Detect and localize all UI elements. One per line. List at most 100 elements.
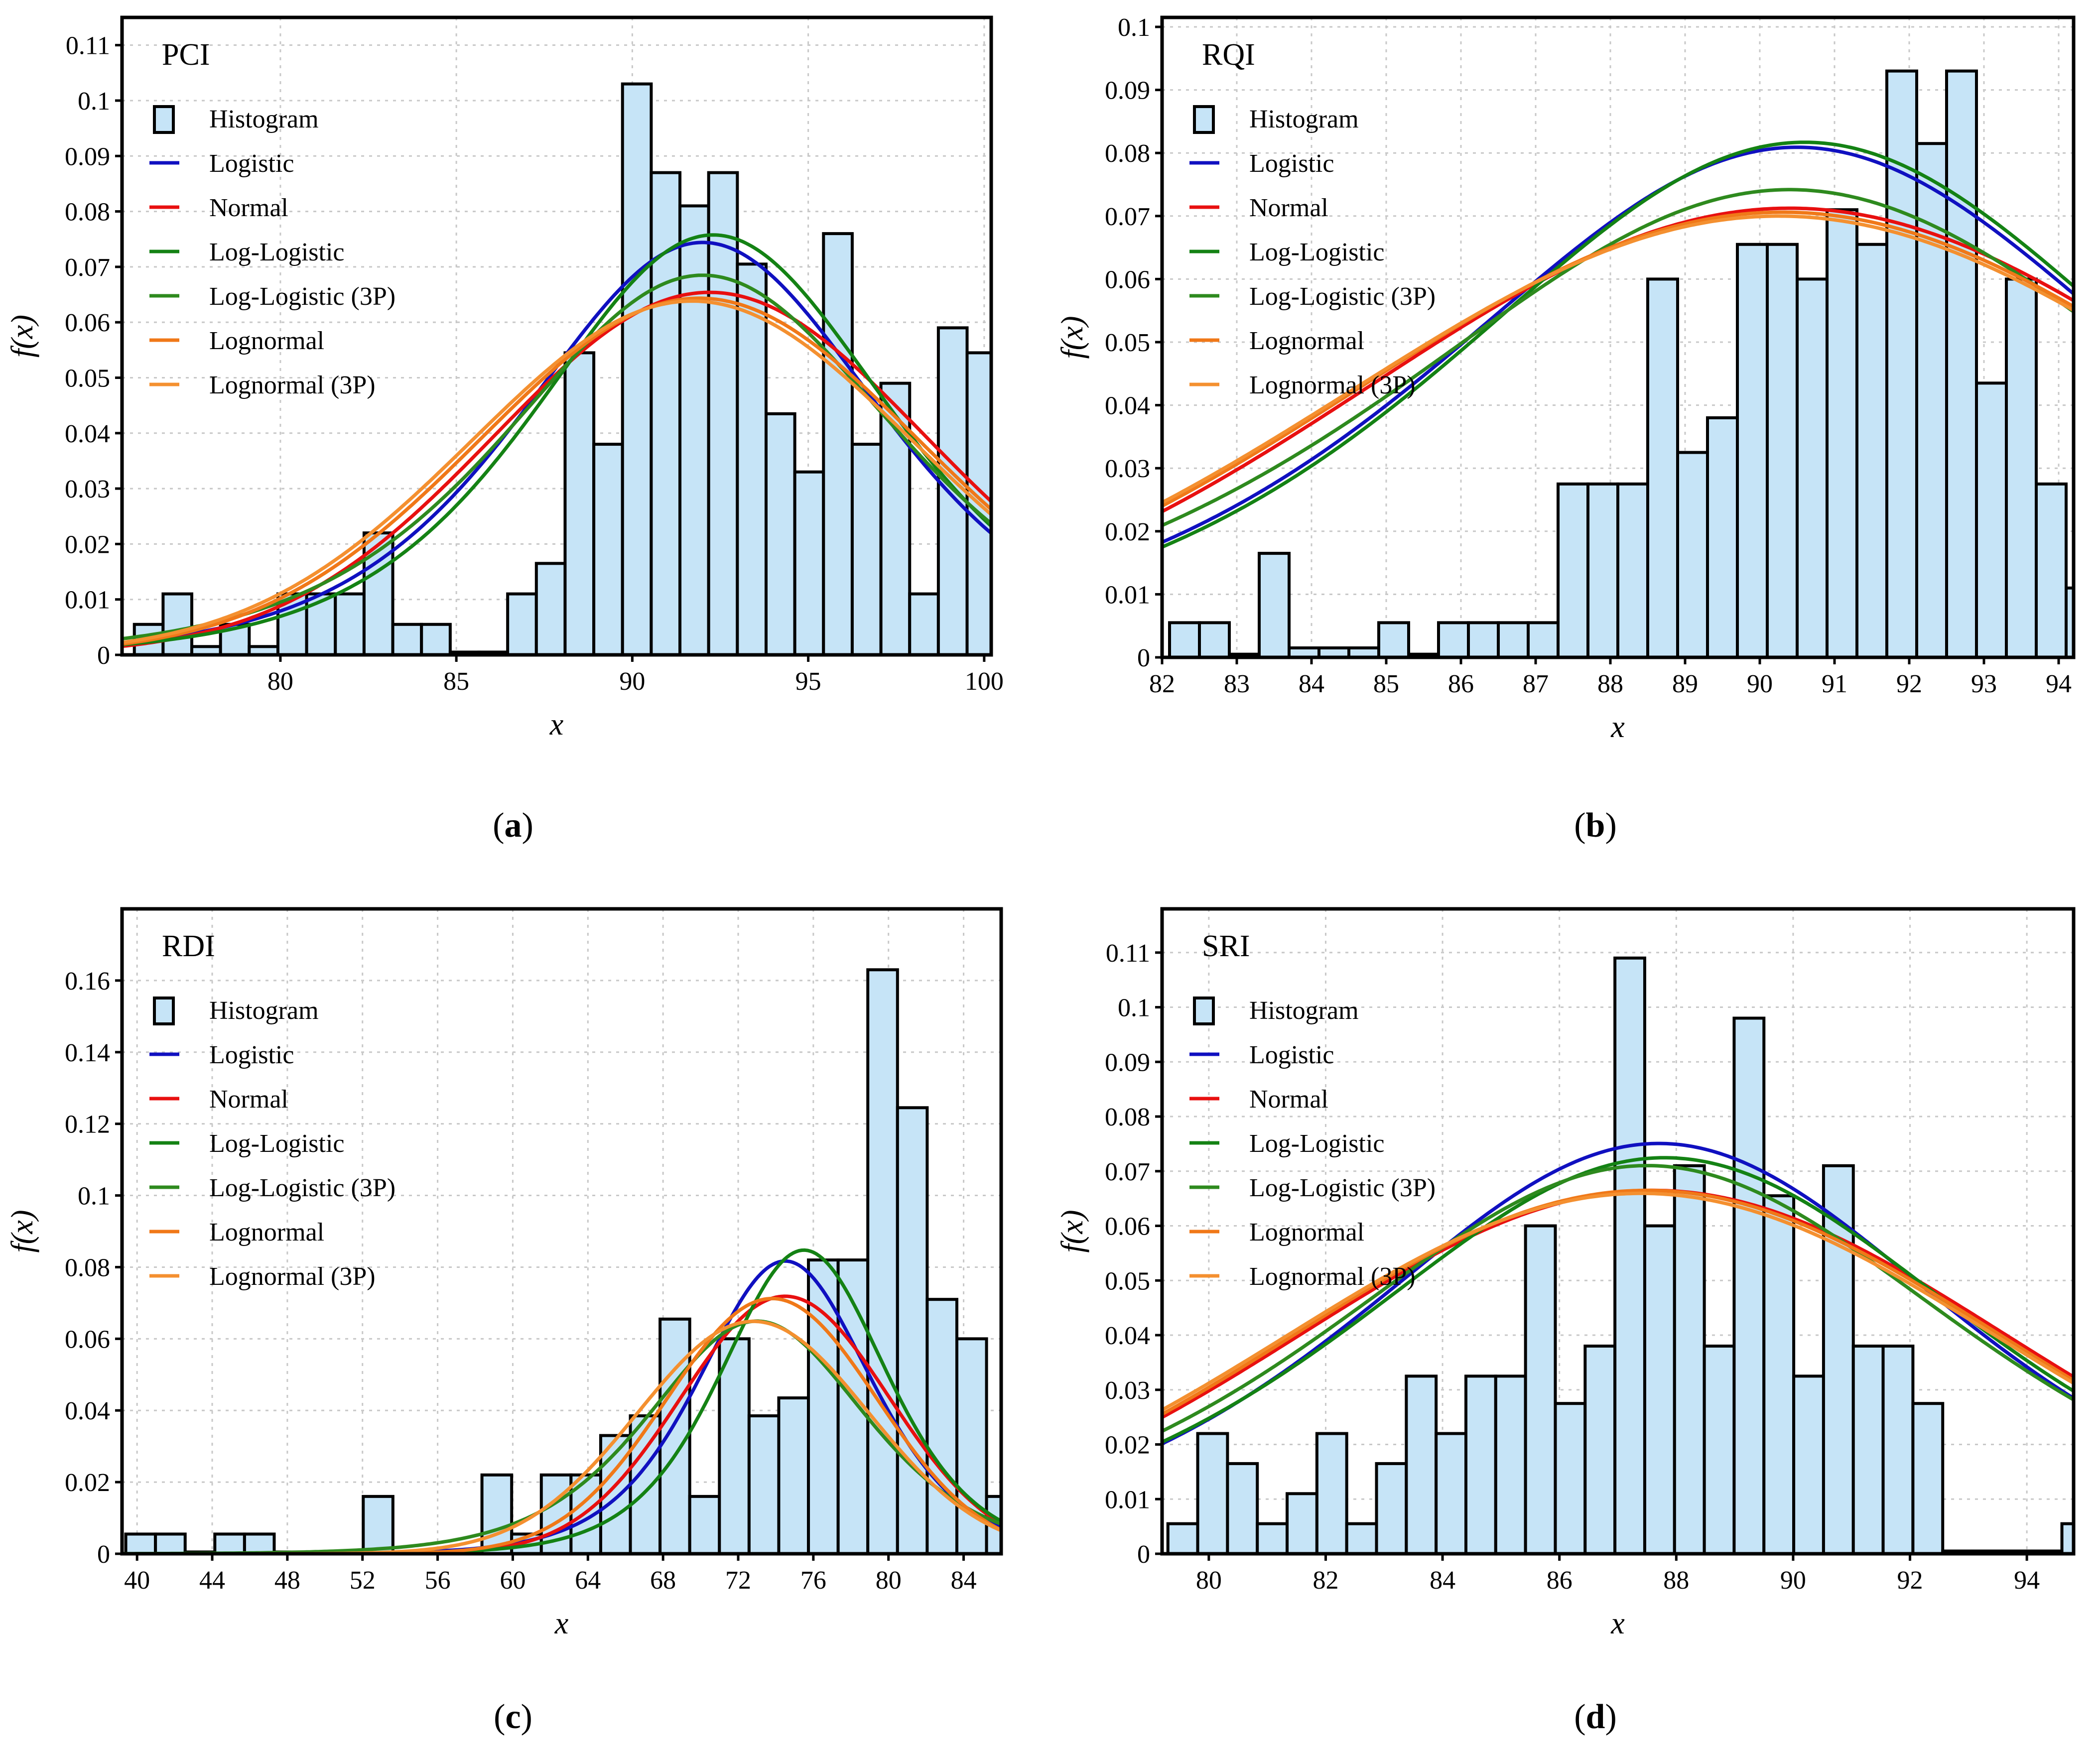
x-tick-label: 82 (1149, 670, 1175, 698)
x-tick-label: 84 (1299, 670, 1324, 698)
y-tick-label: 0 (1137, 1540, 1150, 1569)
y-tick-label: 0.1 (78, 1182, 110, 1211)
x-tick-label: 64 (575, 1566, 601, 1595)
x-axis: 40 44 48 52 56 60 64 68 72 76 80 84 (124, 1554, 977, 1595)
legend-entry-label: Logistic (209, 1041, 294, 1069)
y-tick-label: 0.05 (1105, 329, 1150, 357)
legend-entry-label: Lognormal (1249, 327, 1364, 355)
x-tick-label: 92 (1897, 1566, 1923, 1595)
histogram-bar (736, 262, 768, 655)
y-axis: 0 0.02 0.04 0.06 0.08 0.1 0.12 0.14 0.16 (65, 967, 122, 1569)
x-tick-label: 82 (1312, 1566, 1338, 1595)
y-tick-label: 0.06 (1105, 1213, 1150, 1241)
panel-d: 80 82 84 86 88 90 92 94 0 0.01 0.02 0.03 0.04 0.05 0.0… (1055, 907, 2076, 1736)
x-axis: 82 83 84 85 86 87 88 89 90 91 92 93 94 (1149, 657, 2072, 698)
histogram-bar (822, 232, 854, 655)
y-tick-label: 0.14 (65, 1039, 110, 1067)
panel-caption: (d) (1574, 1698, 1617, 1736)
x-tick-label: 85 (1373, 670, 1399, 698)
x-tick-label: 40 (124, 1566, 150, 1595)
y-tick-label: 0.03 (65, 475, 110, 503)
curve-lognormal (122, 296, 991, 646)
histogram-bar (936, 326, 969, 655)
curve-lognormal-3p (122, 299, 991, 644)
histogram-bar (1168, 621, 1201, 657)
x-tick-label: 90 (1780, 1566, 1806, 1595)
histogram-bar (1435, 1432, 1468, 1554)
panel-a: 80 85 90 95 100 0 0.01 0.02 0.03 0.04 0.05 0.06 0.07… (5, 15, 1004, 845)
x-tick-label: 93 (1971, 670, 1997, 698)
histogram-bar (1377, 621, 1410, 657)
legend-entry-label: Lognormal (3P) (209, 1262, 376, 1291)
histogram-bar (563, 351, 596, 655)
legend-entry-label: Histogram (209, 105, 319, 133)
histogram-bar (534, 562, 567, 655)
x-tick-label: 80 (1196, 1566, 1222, 1595)
y-tick-label: 0.09 (1105, 1048, 1150, 1077)
x-tick-label: 94 (2014, 1566, 2040, 1595)
legend: Histogram Logistic Normal Log-Logistic Log-L… (149, 105, 395, 399)
y-tick-label: 0.07 (1105, 1158, 1150, 1186)
histogram-bar (1586, 482, 1619, 657)
histogram-bar (718, 1337, 751, 1554)
plot-frame (1160, 15, 2076, 659)
x-tick-label: 56 (425, 1566, 451, 1595)
panel-label: RQI (1202, 38, 1255, 72)
y-tick-label: 0.02 (65, 1469, 110, 1497)
legend-entry-label: Normal (209, 194, 288, 222)
x-tick-label: 80 (267, 667, 293, 696)
curve-log-logistic (122, 233, 991, 646)
histogram-bar (1792, 1374, 1825, 1554)
fitted-curves (1162, 1141, 2074, 1446)
y-tick-label: 0.03 (1105, 455, 1150, 483)
histogram-bar (362, 1495, 394, 1554)
legend-entry-label: Logistic (1249, 1041, 1334, 1069)
histogram-bar (925, 1298, 958, 1554)
histogram-bar (908, 592, 940, 655)
legend-histogram-swatch (153, 105, 175, 134)
y-tick-label: 0.04 (65, 1397, 110, 1425)
histogram-bar (1945, 69, 1978, 657)
y-axis-title: f(x) (1055, 316, 1089, 359)
y-axis-title: f(x) (5, 315, 39, 358)
histogram-bar (747, 1414, 781, 1554)
panel-caption: (b) (1574, 806, 1617, 845)
histogram-bar (391, 623, 423, 655)
histogram-bar (1315, 1432, 1348, 1554)
y-tick-label: 0.06 (65, 1325, 110, 1354)
histogram-bar (1256, 1522, 1289, 1554)
curve-log-logistic (1162, 140, 2074, 549)
x-tick-label: 90 (619, 667, 645, 696)
histogram-bar (1975, 381, 2008, 657)
histogram-bar (1583, 1344, 1617, 1554)
curve-logistic (1162, 145, 2074, 544)
x-axis-title: x (1610, 1607, 1625, 1640)
legend-entry-label: Log-Logistic (3P) (209, 282, 395, 311)
histogram-bar (1467, 621, 1500, 657)
histogram-bar (1166, 1522, 1199, 1554)
y-tick-label: 0.08 (1105, 1103, 1150, 1131)
histogram-bar (1554, 1402, 1587, 1554)
x-tick-label: 91 (1822, 670, 1847, 698)
x-tick-label: 68 (650, 1566, 676, 1595)
histogram-bar (161, 592, 194, 655)
histogram-bar (2060, 1522, 2074, 1554)
legend-entry-label: Histogram (1249, 997, 1359, 1025)
histogram-bar (1762, 1194, 1796, 1554)
histogram-bar (1855, 243, 1888, 657)
y-axis-title: f(x) (1055, 1210, 1089, 1252)
x-tick-label: 44 (199, 1566, 225, 1595)
x-tick-label: 87 (1523, 670, 1549, 698)
plot-frame (120, 907, 1003, 1556)
histogram-bar (1616, 482, 1649, 657)
curve-log-logistic (1162, 1156, 2074, 1444)
histogram-bar (688, 1495, 721, 1554)
histogram-bar (1464, 1374, 1497, 1554)
legend-entry-label: Normal (209, 1085, 288, 1114)
y-tick-label: 0.02 (65, 530, 110, 559)
x-tick-label: 84 (951, 1566, 977, 1595)
x-axis-title: x (554, 1607, 569, 1640)
panel-label: RDI (162, 929, 215, 963)
y-tick-label: 0.04 (1105, 392, 1150, 420)
y-tick-label: 0.08 (65, 1253, 110, 1282)
